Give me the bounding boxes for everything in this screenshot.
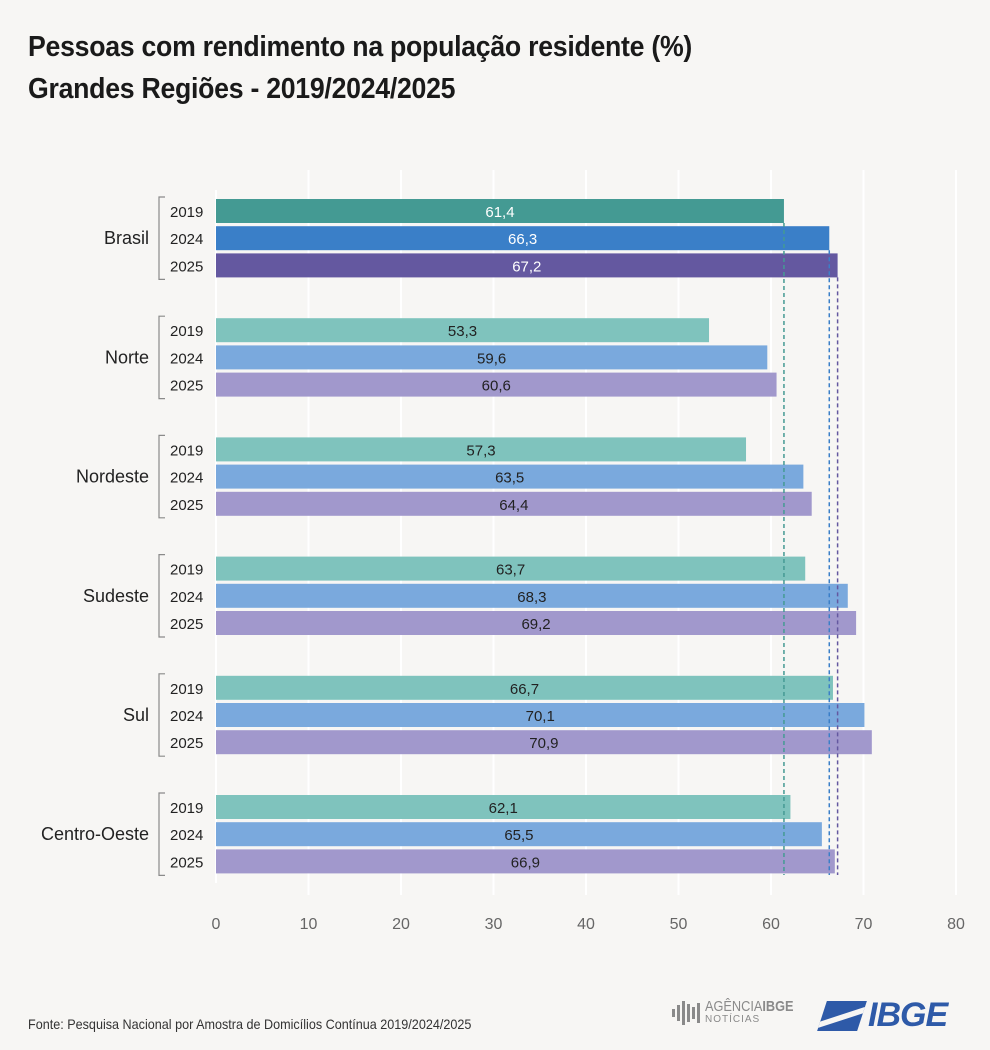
- value-label-4-1: 70,1: [526, 708, 555, 725]
- bar-4-2: [216, 730, 872, 755]
- year-label-0-1: 2024: [170, 231, 203, 248]
- bar-0-2: [216, 253, 838, 278]
- x-tick-label-60: 60: [762, 916, 780, 933]
- year-label-4-0: 2019: [170, 681, 203, 698]
- x-tick-label-20: 20: [392, 916, 410, 933]
- x-tick-label-0: 0: [212, 916, 221, 933]
- bar-3-0: [216, 556, 806, 581]
- bar-1-1: [216, 345, 768, 370]
- bar-5-1: [216, 822, 822, 847]
- agencia-logo-text: AGÊNCIA: [705, 998, 763, 1015]
- bar-4-1: [216, 703, 865, 727]
- bar-2-2: [216, 491, 812, 516]
- chart-title-line-1: Pessoas com rendimento na população resi…: [28, 31, 693, 63]
- chart-title: Pessoas com rendimento na população resi…: [28, 26, 692, 110]
- agencia-bars-icon: [672, 1000, 700, 1026]
- value-label-4-2: 70,9: [529, 735, 558, 752]
- value-label-2-0: 57,3: [466, 442, 495, 459]
- bar-3-1: [216, 583, 848, 608]
- category-label-2: Nordeste: [76, 467, 149, 487]
- bar-5-0: [216, 795, 791, 819]
- x-tick-label-70: 70: [855, 916, 873, 933]
- category-label-4: Sul: [123, 705, 149, 725]
- year-label-4-1: 2024: [170, 708, 203, 725]
- bar-4-0: [216, 675, 833, 700]
- x-tick-label-30: 30: [485, 916, 503, 933]
- value-label-3-1: 68,3: [517, 589, 546, 606]
- value-label-0-0: 61,4: [485, 204, 514, 221]
- x-tick-label-50: 50: [670, 916, 688, 933]
- value-label-3-0: 63,7: [496, 562, 525, 579]
- value-label-5-2: 66,9: [511, 854, 540, 871]
- bar-chart: Brasil 2019 61,4 2024 66,3 2025 67,2 Norte 2019 5…: [41, 170, 965, 933]
- bar-0-1: [216, 226, 830, 251]
- year-label-1-0: 2019: [170, 323, 203, 340]
- value-label-3-2: 69,2: [521, 616, 550, 633]
- year-label-3-2: 2025: [170, 616, 203, 633]
- category-label-1: Norte: [105, 347, 149, 367]
- year-label-2-1: 2024: [170, 470, 203, 487]
- bar-2-0: [216, 437, 747, 462]
- group-bracket-5: [158, 792, 165, 876]
- year-label-5-2: 2025: [170, 854, 203, 871]
- year-label-3-1: 2024: [170, 589, 203, 606]
- year-label-4-2: 2025: [170, 735, 203, 752]
- year-label-0-2: 2025: [170, 258, 203, 275]
- year-label-1-1: 2024: [170, 350, 203, 367]
- group-bracket-0: [158, 196, 165, 280]
- bar-1-2: [216, 372, 777, 397]
- category-label-3: Sudeste: [83, 586, 149, 606]
- bar-1-0: [216, 318, 710, 343]
- group-bracket-2: [158, 434, 165, 519]
- chart-title-line-2: Grandes Regiões - 2019/2024/2025: [28, 73, 456, 105]
- agencia-ibge-logo: AGÊNCIAIBGE NOTÍCIAS: [672, 998, 809, 1026]
- value-label-1-1: 59,6: [477, 350, 506, 367]
- year-label-0-0: 2019: [170, 204, 203, 221]
- bar-2-1: [216, 464, 804, 489]
- source-note: Fonte: Pesquisa Nacional por Amostra de …: [28, 1016, 472, 1032]
- value-label-4-0: 66,7: [510, 681, 539, 698]
- agencia-logo-bold-text: IBGE: [762, 998, 794, 1015]
- ibge-emblem-icon: [817, 1000, 867, 1031]
- year-label-5-1: 2024: [170, 827, 203, 844]
- value-label-1-0: 53,3: [448, 323, 477, 340]
- x-tick-label-80: 80: [947, 916, 965, 933]
- group-bracket-1: [158, 315, 165, 400]
- year-label-2-2: 2025: [170, 497, 203, 514]
- value-label-5-0: 62,1: [489, 800, 518, 817]
- value-label-0-1: 66,3: [508, 231, 537, 248]
- year-label-2-0: 2019: [170, 442, 203, 459]
- ibge-logo-text: IBGE: [868, 996, 948, 1034]
- value-label-1-2: 60,6: [482, 378, 511, 395]
- bar-0-0: [216, 199, 784, 223]
- category-label-0: Brasil: [104, 228, 149, 248]
- year-label-3-0: 2019: [170, 562, 203, 579]
- category-label-5: Centro-Oeste: [41, 824, 149, 844]
- year-label-5-0: 2019: [170, 800, 203, 817]
- value-label-2-1: 63,5: [495, 470, 524, 487]
- value-label-2-2: 64,4: [499, 497, 528, 514]
- bar-5-2: [216, 849, 835, 874]
- value-label-5-1: 65,5: [504, 827, 533, 844]
- group-bracket-3: [158, 554, 165, 638]
- value-label-0-2: 67,2: [512, 258, 541, 275]
- x-tick-label-40: 40: [577, 916, 595, 933]
- group-bracket-4: [158, 673, 165, 757]
- bar-3-2: [216, 611, 857, 635]
- x-tick-label-10: 10: [300, 916, 318, 933]
- agencia-logo-subtext: NOTÍCIAS: [705, 1014, 761, 1025]
- ibge-logo: IBGE: [817, 996, 948, 1035]
- year-label-1-2: 2025: [170, 378, 203, 395]
